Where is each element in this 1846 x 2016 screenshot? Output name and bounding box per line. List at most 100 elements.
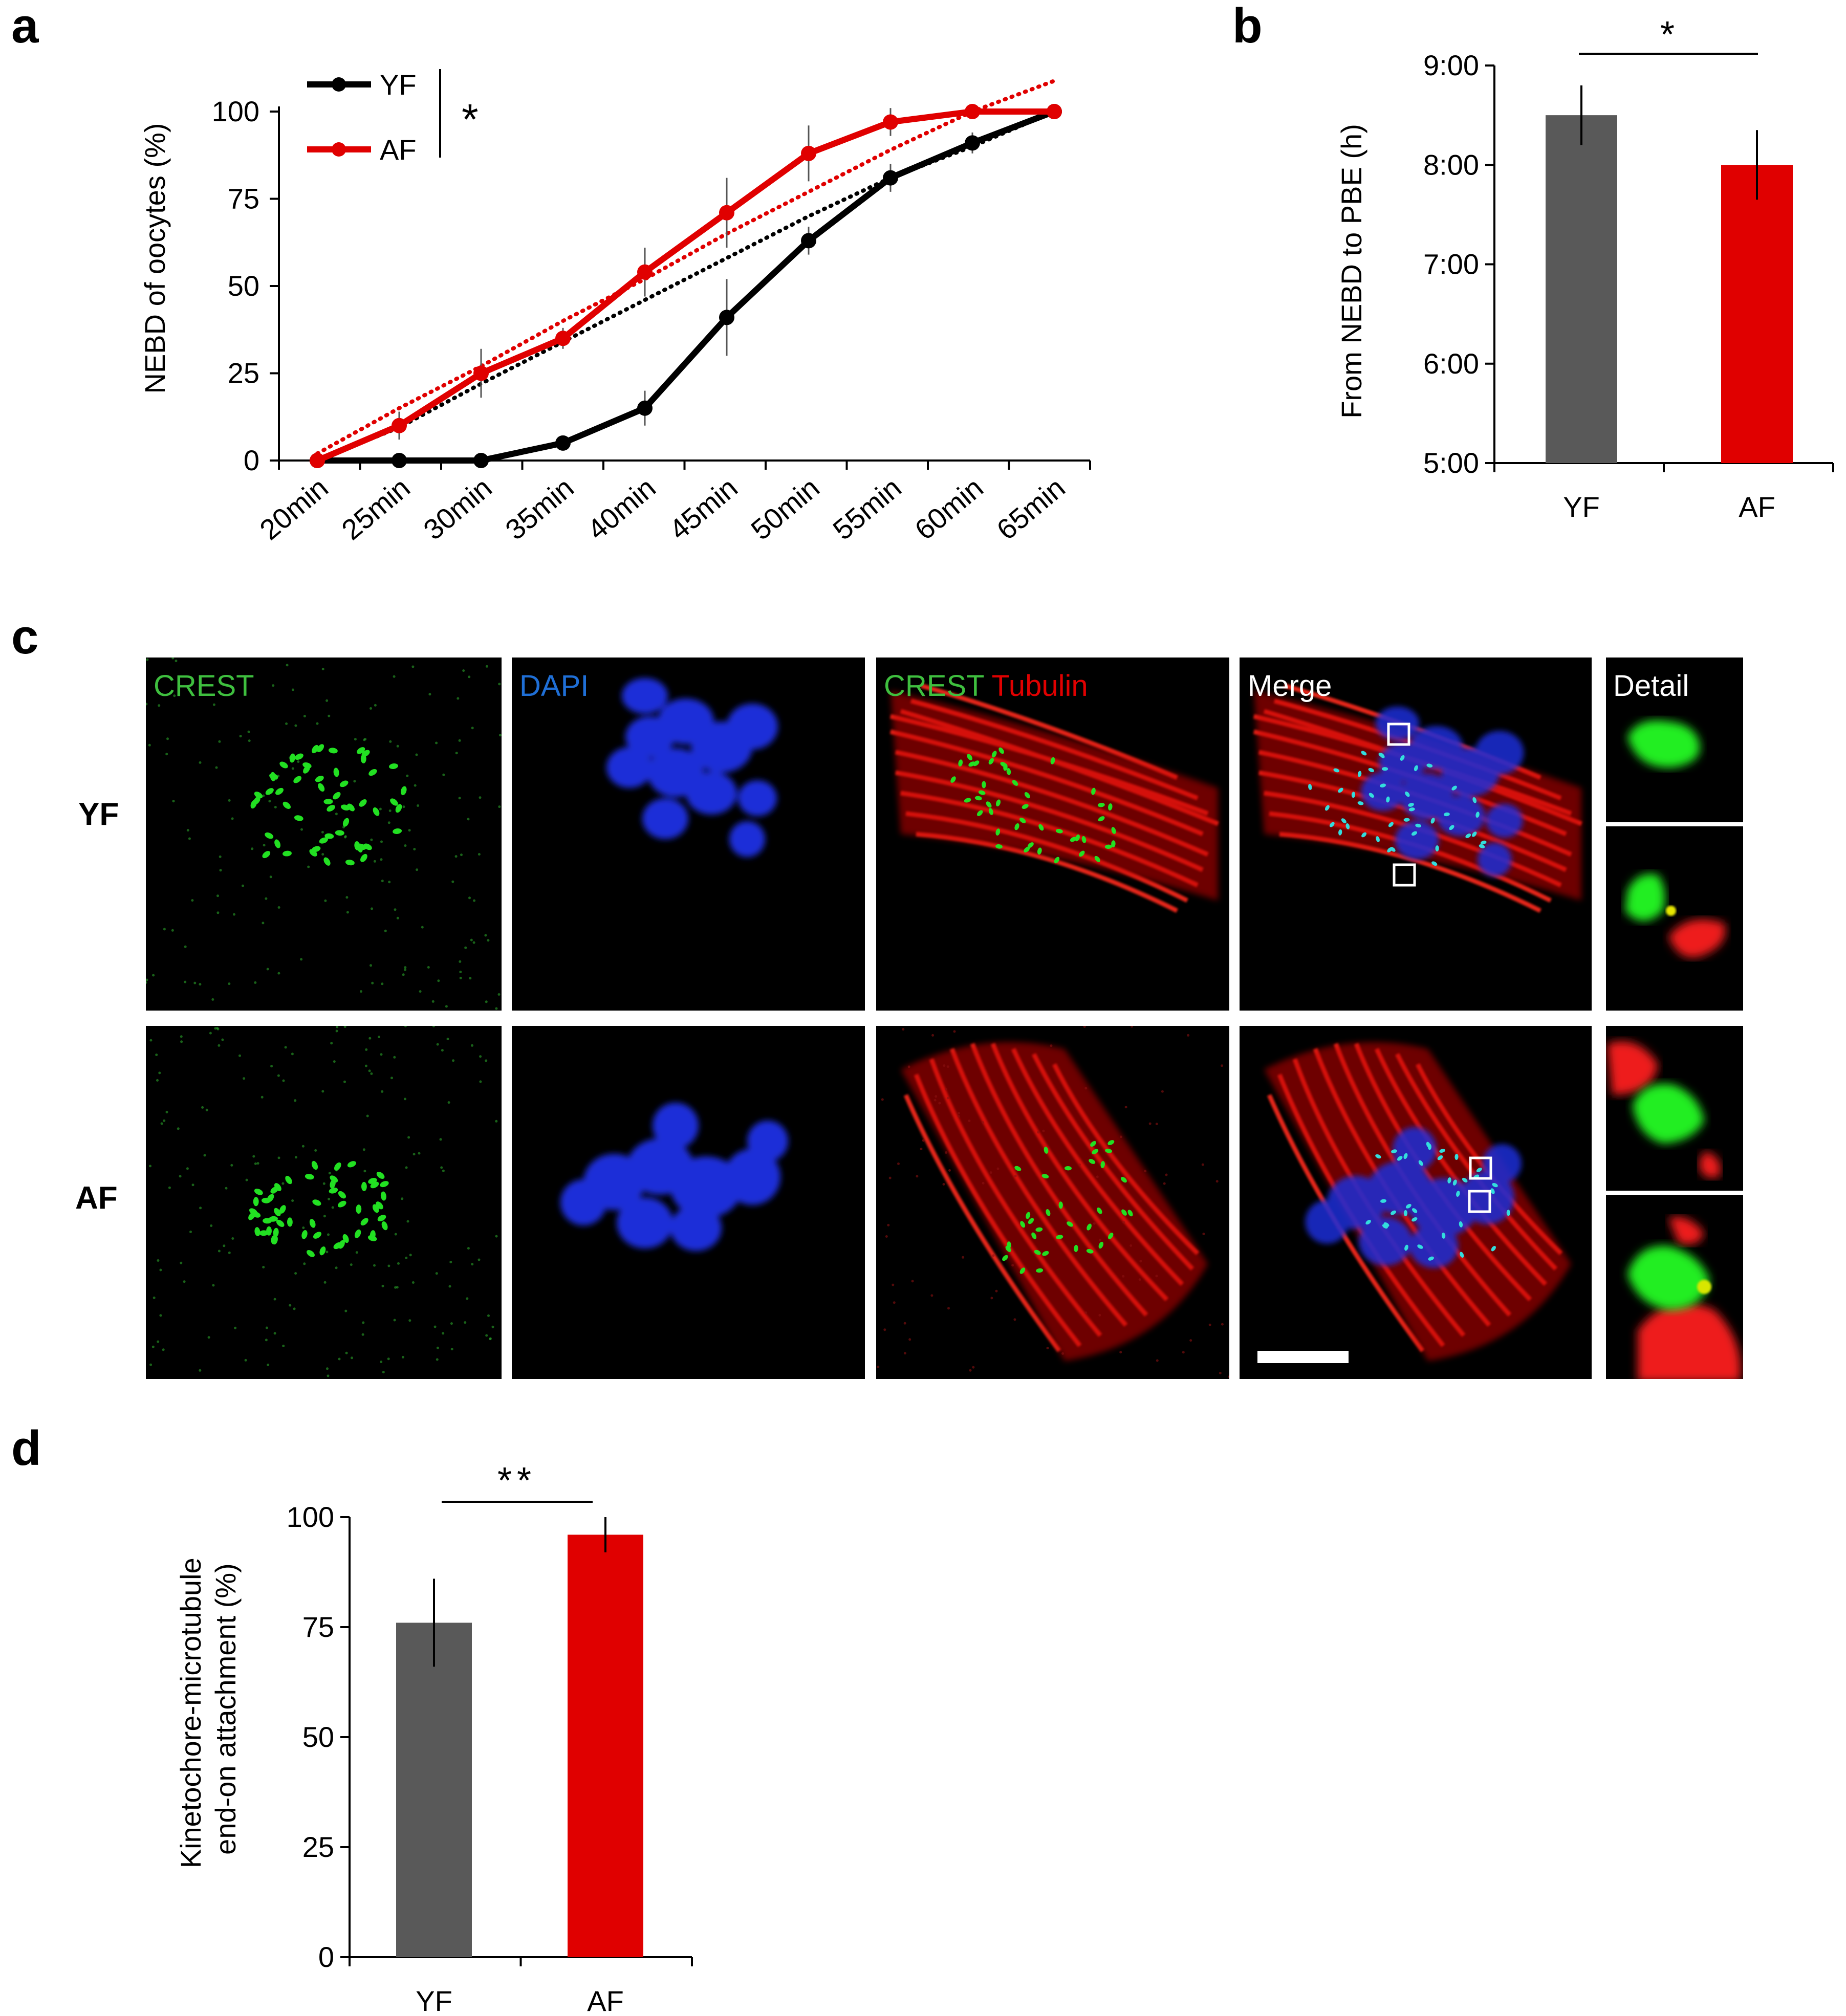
kinetochore-dot	[319, 1246, 326, 1256]
background-speck	[1042, 1129, 1045, 1132]
kinetochore-dot	[1443, 812, 1450, 817]
kinetochore-dot	[1361, 751, 1367, 756]
data-point-yf	[555, 435, 571, 451]
kinetochore-dot	[1375, 1154, 1381, 1159]
yf-detail-2-signal	[1625, 874, 1726, 958]
x-tick-label: 45min	[663, 471, 743, 546]
background-speck	[219, 855, 222, 858]
background-speck	[218, 1250, 221, 1253]
kinetochore-dot	[1002, 1255, 1008, 1261]
kinetochore-dot	[328, 748, 338, 754]
background-speck	[146, 658, 149, 661]
background-speck	[381, 880, 384, 883]
kinetochore-dot	[1044, 1146, 1049, 1154]
kinetochore-dot	[1003, 763, 1008, 771]
kinetochore-dot	[333, 792, 341, 800]
background-speck	[457, 697, 460, 700]
background-speck	[1093, 1222, 1096, 1225]
kinetochore-dot	[373, 807, 380, 816]
background-speck	[953, 1030, 956, 1033]
kinetochore-dot	[381, 1221, 388, 1231]
background-speck	[404, 844, 407, 847]
kinetochore-dot	[1386, 796, 1390, 803]
background-speck	[948, 1169, 951, 1172]
af-detail-1-signal	[1607, 1041, 1721, 1178]
kinetochore-dot	[1024, 792, 1030, 799]
kinetochore-dot	[1387, 847, 1393, 852]
kinetochore-dot	[311, 846, 321, 852]
background-speck	[450, 1322, 453, 1325]
background-speck	[473, 899, 476, 902]
background-speck	[188, 837, 191, 840]
background-speck	[495, 1007, 498, 1010]
kinetochore-dot	[1120, 1177, 1127, 1183]
kinetochore-dot	[1026, 1212, 1031, 1219]
background-speck	[307, 865, 310, 868]
background-speck	[171, 658, 175, 660]
kinetochore-dot	[991, 751, 997, 758]
background-speck	[321, 853, 324, 856]
y-tick-label: 100	[287, 1501, 334, 1533]
kinetochore-dot	[1411, 1217, 1418, 1222]
background-speck	[330, 1042, 333, 1045]
yf-detail-1-signal	[1627, 720, 1700, 768]
background-speck	[468, 675, 471, 678]
kinetochore-dot	[313, 1232, 322, 1239]
background-speck	[277, 906, 280, 909]
kinetochore-dot	[1431, 861, 1438, 866]
kinetochore-dot	[1405, 791, 1410, 797]
background-speck	[333, 1060, 336, 1063]
background-speck	[205, 1108, 208, 1111]
background-speck	[153, 1296, 156, 1299]
kinetochore-dot	[294, 753, 303, 760]
kinetochore-dot	[1037, 847, 1042, 855]
kinetochore-dot	[1465, 834, 1471, 838]
kinetochore-dot	[1338, 787, 1343, 793]
background-speck	[212, 1284, 215, 1287]
background-speck	[262, 1266, 265, 1268]
background-speck	[942, 1183, 945, 1186]
background-speck	[302, 1226, 305, 1229]
background-speck	[373, 1264, 376, 1267]
background-speck	[462, 669, 465, 672]
kinetochore-dot	[1108, 1233, 1114, 1239]
bar-af	[568, 1535, 643, 1957]
background-speck	[364, 738, 367, 741]
background-speck	[215, 766, 218, 769]
background-speck	[996, 1167, 1000, 1170]
kinetochore-dot	[1449, 825, 1454, 830]
kinetochore-dot	[1459, 1221, 1463, 1228]
panel-letter-c: c	[11, 609, 39, 664]
data-point-af	[965, 104, 980, 119]
kinetochore-dot	[319, 837, 328, 844]
background-speck	[335, 1029, 338, 1033]
data-point-af	[883, 114, 898, 130]
background-speck	[370, 707, 372, 710]
kinetochore-dot	[1079, 850, 1085, 857]
kinetochore-dot	[1411, 831, 1418, 836]
background-speck	[411, 1281, 415, 1284]
background-speck	[907, 1065, 910, 1068]
background-speck	[381, 982, 384, 985]
background-speck	[211, 998, 214, 1001]
background-speck	[351, 1356, 353, 1360]
kinetochore-dot	[1405, 1203, 1411, 1209]
significance-bracket: *	[1579, 14, 1758, 55]
background-speck	[432, 1026, 435, 1027]
kinetochore-dot	[323, 799, 333, 805]
kinetochore-dot	[354, 841, 360, 850]
kinetochore-dot	[1414, 765, 1418, 772]
background-speck	[1156, 1359, 1159, 1362]
y-tick-label: 0	[318, 1941, 334, 1973]
background-speck	[458, 739, 461, 742]
background-speck	[448, 1285, 451, 1288]
bars	[396, 1517, 643, 1957]
background-speck	[411, 665, 415, 668]
background-speck	[1139, 1260, 1142, 1263]
background-speck	[228, 982, 231, 985]
y-tick-label: 50	[302, 1721, 334, 1753]
x-tick-label: 60min	[908, 471, 989, 546]
kinetochore-dot	[1435, 845, 1439, 852]
background-speck	[396, 744, 399, 748]
kinetochore-dot	[334, 1162, 341, 1171]
